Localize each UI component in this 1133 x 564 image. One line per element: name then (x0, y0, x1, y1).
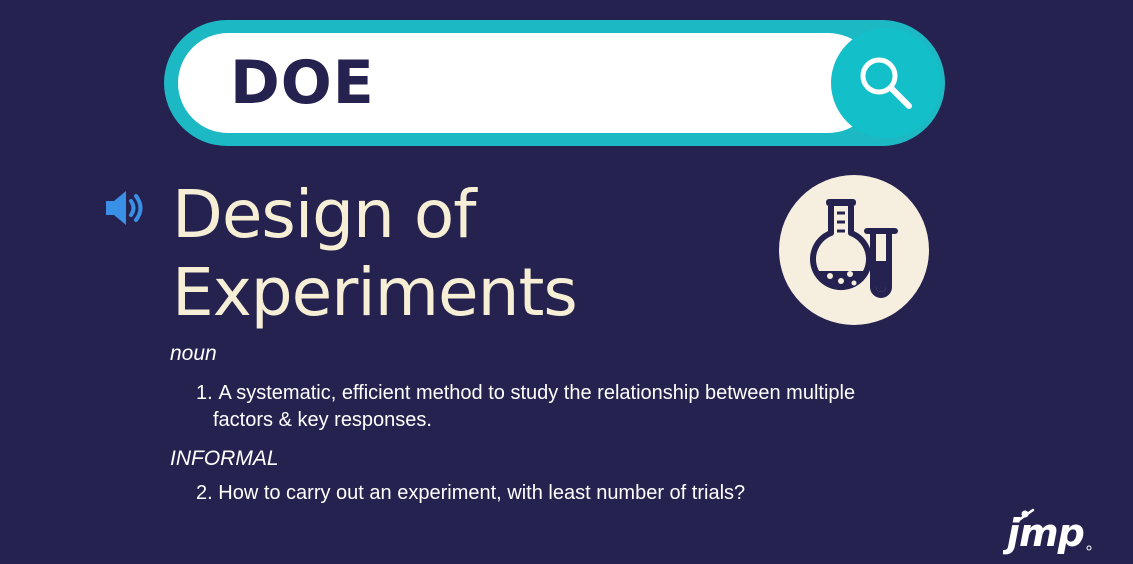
definition-1-number: 1. (196, 382, 213, 404)
definition-1: 1. A systematic, efficient method to stu… (196, 380, 986, 434)
search-query: DOE (230, 48, 375, 118)
definition-1-text-line1: A systematic, efficient method to study … (218, 382, 856, 404)
flask-icon (810, 199, 898, 298)
search-input[interactable]: DOE (178, 33, 878, 133)
term-title-line1: Design of (172, 176, 476, 253)
definition-1-text-line2: factors & key responses. (213, 409, 432, 431)
jmp-logo-text: jmp (1003, 511, 1084, 555)
jmp-logo-mark: jmp (1002, 508, 1092, 555)
definition-2-number: 2. (196, 482, 213, 504)
search-button[interactable] (831, 28, 941, 138)
part-of-speech-noun: noun (170, 342, 217, 365)
definition-2: 2. How to carry out an experiment, with … (196, 480, 986, 507)
term-title: Design of Experiments (172, 176, 578, 332)
search-bar: DOE (164, 20, 945, 146)
jmp-logo: jmp (1002, 506, 1095, 563)
term-title-line2: Experiments (172, 254, 578, 331)
speaker-icon (106, 191, 143, 225)
part-of-speech-informal: INFORMAL (170, 447, 279, 470)
definition-2-text: How to carry out an experiment, with lea… (218, 482, 746, 504)
pronunciation-button[interactable] (104, 188, 148, 233)
flask-badge (779, 175, 929, 325)
search-icon (860, 57, 912, 109)
